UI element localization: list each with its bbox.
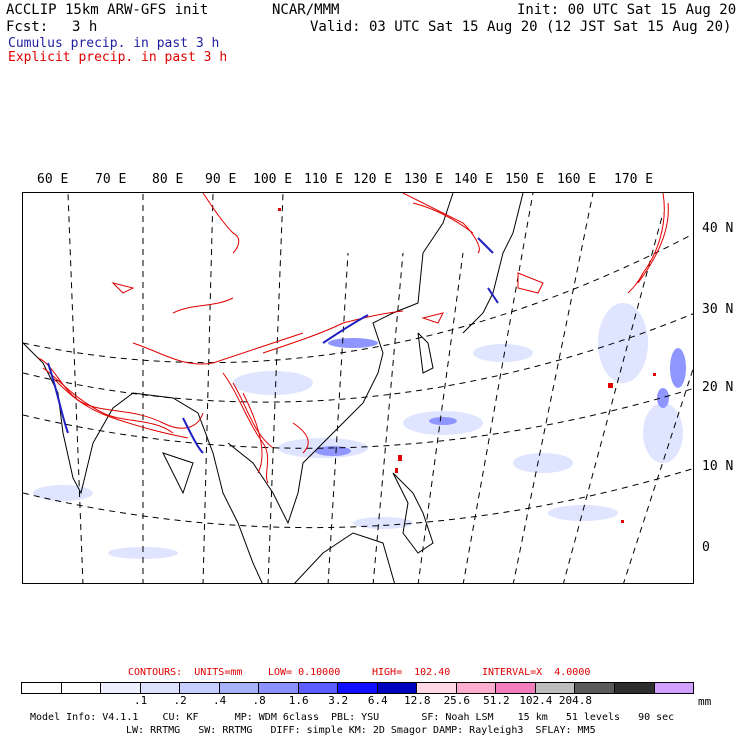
colorbar-tick-label: .2: [173, 694, 187, 707]
valid-time: Valid: 03 UTC Sat 15 Aug 20 (12 JST Sat …: [310, 19, 732, 35]
colorbar-cell: [416, 682, 457, 694]
model-physics: LW: RRTMG SW: RRTMG DIFF: simple KM: 2D …: [126, 725, 596, 736]
init-time: Init: 00 UTC Sat 15 Aug 20: [517, 2, 737, 18]
model-info: Model Info: V4.1.1 CU: KF MP: WDM 6class…: [30, 712, 675, 723]
colorbar-cell: [179, 682, 220, 694]
lon-label: 110 E: [304, 172, 344, 187]
colorbar-cell: [297, 682, 339, 694]
legend-explicit: Explicit precip. in past 3 h: [8, 50, 228, 65]
colorbar-tick-label: 1.6: [288, 694, 309, 707]
colorbar-cell: [613, 682, 655, 694]
colorbar-cell: [21, 682, 62, 694]
lon-label: 130 E: [404, 172, 444, 187]
lon-label: 140 E: [454, 172, 494, 187]
lon-label: 170 E: [614, 172, 654, 187]
contour-low: LOW= 0.10000: [268, 667, 341, 678]
colorbar-tick-label: .8: [252, 694, 266, 707]
colorbar-tick-label: 204.8: [558, 694, 592, 707]
lon-label: 120 E: [353, 172, 393, 187]
colorbar-cell: [258, 682, 299, 694]
coastlines: [23, 193, 524, 583]
explicit-precip-contours: [37, 193, 669, 484]
colorbar-cell: [376, 682, 418, 694]
explicit-precip-specks: [278, 208, 656, 523]
colorbar-cell: [653, 682, 695, 694]
colorbar-tick-label: 12.8: [404, 694, 431, 707]
colorbar-tick-label: 51.2: [483, 694, 510, 707]
colorbar-cell: [495, 682, 536, 694]
lon-label: 150 E: [505, 172, 545, 187]
lon-label: 100 E: [253, 172, 293, 187]
lat-label: 20 N: [702, 380, 734, 395]
lon-label: 90 E: [205, 172, 237, 187]
colorbar-tick-label: 102.4: [519, 694, 553, 707]
lat-label: 40 N: [702, 221, 734, 236]
colorbar-cell: [100, 682, 141, 694]
cumulus-precip-bands: [47, 237, 499, 454]
colorbar-cell: [574, 682, 615, 694]
lon-label: 60 E: [37, 172, 69, 187]
colorbar: [21, 682, 695, 694]
colorbar-cell: [60, 682, 102, 694]
colorbar-tick-label: .1: [133, 694, 148, 707]
legend-cumulus: Cumulus precip. in past 3 h: [8, 36, 220, 51]
colorbar-tick-label: .4: [213, 694, 227, 707]
moderate-precip-areas: [315, 338, 686, 456]
fcst-label: Fcst:: [6, 19, 49, 35]
colorbar-tick-label: 3.2: [328, 694, 349, 707]
colorbar-cell: [139, 682, 181, 694]
colorbar-unit: mm: [698, 695, 712, 708]
colorbar-tick-label: 6.4: [367, 694, 388, 707]
colorbar-cell: [337, 682, 378, 694]
lat-label: 10 N: [702, 459, 734, 474]
model-title: ACCLIP 15km ARW-GFS init: [6, 2, 209, 18]
contour-interval: INTERVAL=X 4.0000: [482, 667, 591, 678]
lon-label: 160 E: [557, 172, 597, 187]
colorbar-cell: [218, 682, 260, 694]
lon-label: 80 E: [152, 172, 184, 187]
colorbar-cell: [455, 682, 497, 694]
lat-label: 30 N: [702, 302, 734, 317]
precip-map: [22, 192, 694, 584]
institution: NCAR/MMM: [272, 2, 340, 18]
map-canvas: [23, 193, 693, 583]
graticule: [23, 193, 693, 583]
colorbar-tick-label: 25.6: [443, 694, 471, 707]
lat-label: 0: [702, 540, 710, 555]
contour-units: CONTOURS: UNITS=mm: [128, 667, 243, 678]
lon-label: 70 E: [95, 172, 127, 187]
fcst-value: 3 h: [72, 19, 98, 35]
colorbar-cell: [534, 682, 576, 694]
contour-high: HIGH= 102.40: [372, 667, 451, 678]
